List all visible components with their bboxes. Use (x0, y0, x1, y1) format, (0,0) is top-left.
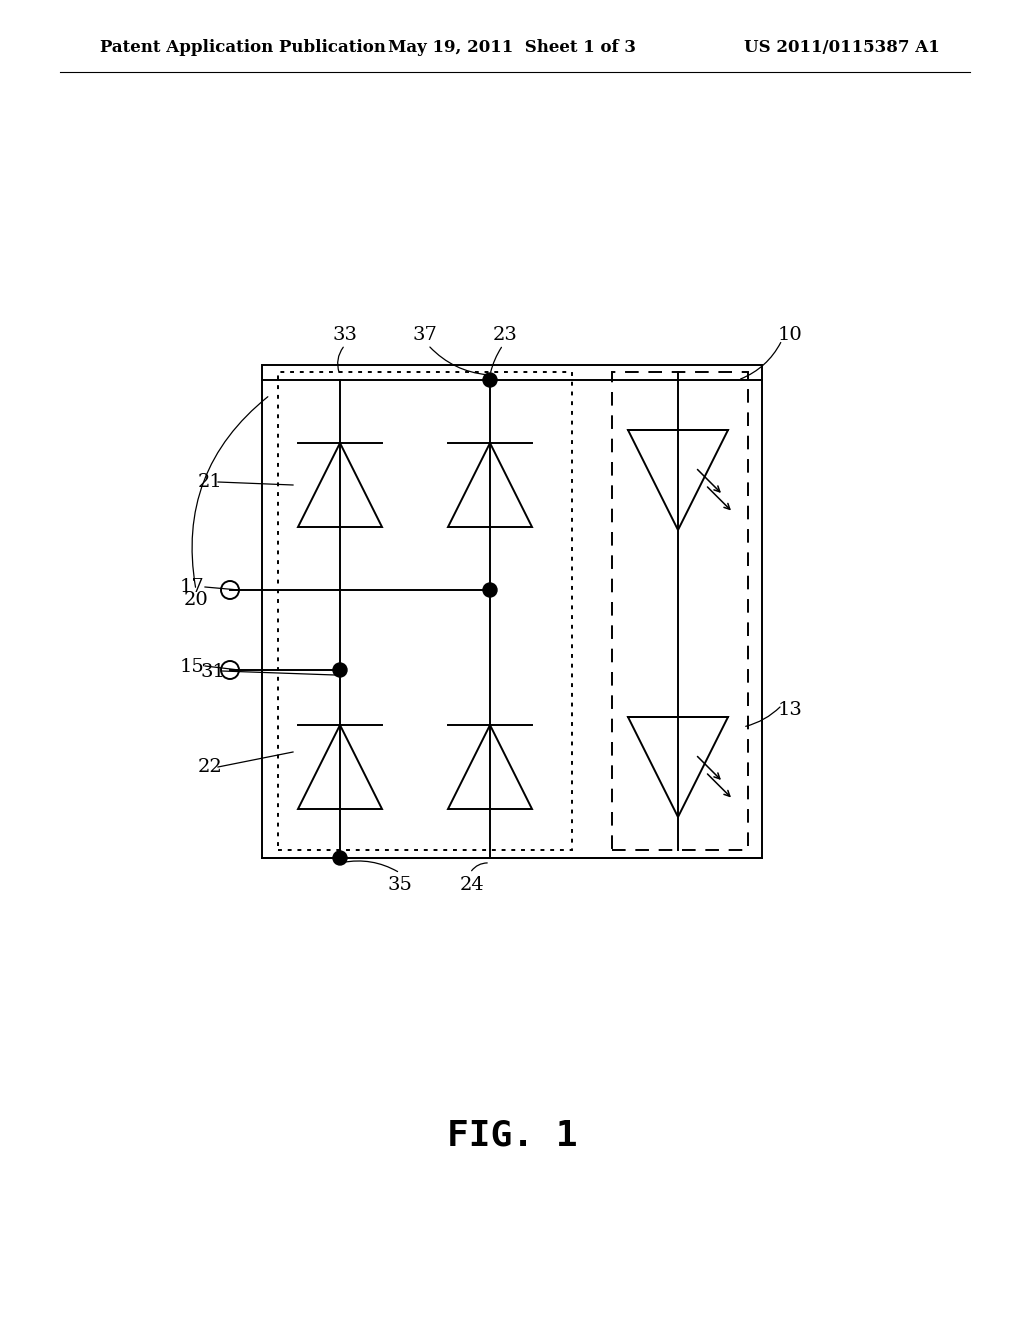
Text: FIG. 1: FIG. 1 (446, 1118, 578, 1152)
Text: 33: 33 (333, 326, 357, 345)
Text: 17: 17 (179, 578, 205, 597)
Text: 24: 24 (460, 876, 484, 894)
Circle shape (483, 374, 497, 387)
Text: 20: 20 (183, 591, 208, 609)
Text: 13: 13 (777, 701, 803, 719)
Circle shape (333, 851, 347, 865)
Text: May 19, 2011  Sheet 1 of 3: May 19, 2011 Sheet 1 of 3 (388, 40, 636, 57)
Circle shape (483, 583, 497, 597)
Text: 35: 35 (387, 876, 413, 894)
Text: 15: 15 (179, 657, 205, 676)
Text: Patent Application Publication: Patent Application Publication (100, 40, 386, 57)
Circle shape (333, 663, 347, 677)
Text: 23: 23 (493, 326, 517, 345)
Bar (278, 372, 572, 850)
Text: 22: 22 (198, 758, 222, 776)
Text: 37: 37 (413, 326, 437, 345)
Text: US 2011/0115387 A1: US 2011/0115387 A1 (744, 40, 940, 57)
Text: 31: 31 (201, 663, 225, 681)
Bar (612, 372, 748, 850)
Text: 10: 10 (777, 326, 803, 345)
Bar (262, 366, 762, 858)
Text: 21: 21 (198, 473, 222, 491)
